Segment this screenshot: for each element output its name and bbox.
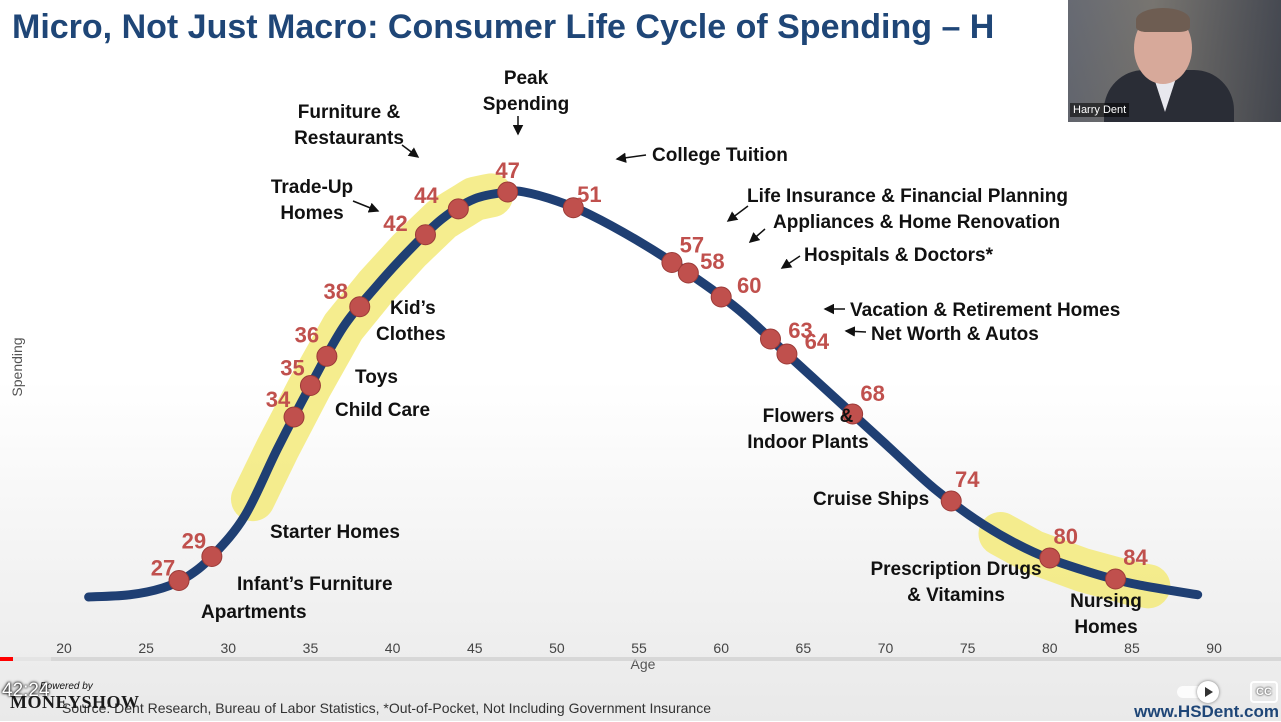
label-child-care: Child Care xyxy=(335,400,430,421)
point-age-27 xyxy=(168,570,190,591)
point-age-58 xyxy=(677,262,699,284)
age-label-38: 38 xyxy=(323,279,347,304)
x-tick-50: 50 xyxy=(549,640,565,656)
age-label-64: 64 xyxy=(805,329,830,354)
autoplay-toggle[interactable] xyxy=(1177,681,1221,703)
age-label-51: 51 xyxy=(577,182,601,207)
y-axis-label: Spending xyxy=(9,337,25,396)
label-cruise-ships: Cruise Ships xyxy=(813,489,929,510)
age-label-58: 58 xyxy=(700,249,724,274)
video-progress-fill xyxy=(0,657,13,661)
play-icon xyxy=(1197,681,1219,703)
age-label-68: 68 xyxy=(860,381,884,406)
captions-button[interactable]: CC xyxy=(1250,681,1278,703)
label-flowers: Flowers & Indoor Plants xyxy=(747,406,868,453)
point-age-63 xyxy=(759,328,781,350)
website-url: www.HSDent.com xyxy=(1134,702,1279,721)
age-label-27: 27 xyxy=(151,556,175,581)
age-label-80: 80 xyxy=(1054,524,1078,549)
label-net-worth: Net Worth & Autos xyxy=(871,324,1039,345)
label-appliances: Appliances & Home Renovation xyxy=(773,212,1060,233)
age-label-63: 63 xyxy=(788,318,812,343)
age-label-57: 57 xyxy=(680,233,704,258)
label-prescription-drugs: Prescription Drugs & Vitamins xyxy=(870,559,1041,606)
label-kids-clothes: Kid’s Clothes xyxy=(376,298,446,345)
point-age-64 xyxy=(776,343,798,365)
arrow-trade-up xyxy=(352,200,380,213)
age-label-74: 74 xyxy=(955,467,980,492)
source-note: Source: Dent Research, Bureau of Labor S… xyxy=(62,700,711,716)
x-tick-40: 40 xyxy=(385,640,401,656)
video-buffer-bar xyxy=(0,657,52,661)
arrow-life-insurance xyxy=(726,205,749,222)
point-age-38 xyxy=(349,296,371,318)
point-age-60 xyxy=(710,286,732,308)
label-infants-furniture: Infant’s Furniture xyxy=(237,574,393,595)
point-age-36 xyxy=(316,345,338,367)
label-hospitals: Hospitals & Doctors* xyxy=(804,245,994,266)
x-tick-20: 20 xyxy=(56,640,72,656)
x-tick-70: 70 xyxy=(878,640,894,656)
label-apartments: Apartments xyxy=(201,602,307,623)
label-peak-spending: Peak Spending xyxy=(483,68,570,115)
label-trade-up-homes: Trade-Up Homes xyxy=(271,177,353,224)
slide-title: Micro, Not Just Macro: Consumer Life Cyc… xyxy=(12,8,995,46)
point-age-80 xyxy=(1039,547,1061,569)
arrow-furniture xyxy=(401,144,420,158)
point-age-35 xyxy=(299,375,321,396)
point-age-74 xyxy=(940,490,962,512)
age-label-44: 44 xyxy=(414,183,439,208)
label-vacation: Vacation & Retirement Homes xyxy=(850,300,1120,321)
x-tick-55: 55 xyxy=(631,640,647,656)
point-age-84 xyxy=(1105,568,1127,590)
arrow-net-worth xyxy=(844,326,867,337)
video-timestamp: 42:24 xyxy=(2,680,50,701)
x-tick-75: 75 xyxy=(960,640,976,656)
label-life-insurance: Life Insurance & Financial Planning xyxy=(747,186,1068,207)
x-tick-85: 85 xyxy=(1124,640,1140,656)
x-tick-80: 80 xyxy=(1042,640,1058,656)
point-age-29 xyxy=(201,546,223,567)
powered-by-text: Powered by xyxy=(40,681,93,692)
label-nursing-homes: Nursing Homes xyxy=(1070,591,1142,638)
point-age-68 xyxy=(842,403,864,425)
x-tick-35: 35 xyxy=(303,640,319,656)
age-label-29: 29 xyxy=(182,529,206,554)
age-label-36: 36 xyxy=(295,322,319,347)
moneyshow-logo: MONEYSHOW xyxy=(10,692,140,712)
arrow-college xyxy=(615,152,647,163)
label-college-tuition: College Tuition xyxy=(652,145,788,166)
speaker-webcam: Harry Dent xyxy=(1068,0,1281,122)
arrow-hospitals xyxy=(780,255,801,269)
point-age-57 xyxy=(661,252,683,273)
video-progress-bar[interactable] xyxy=(0,657,1281,661)
point-age-42 xyxy=(414,224,436,246)
x-tick-65: 65 xyxy=(796,640,812,656)
x-tick-45: 45 xyxy=(467,640,483,656)
point-age-51 xyxy=(562,197,584,219)
age-label-84: 84 xyxy=(1123,545,1148,570)
arrow-appliances xyxy=(748,228,766,243)
label-furniture-restaurants: Furniture & Restaurants xyxy=(294,102,404,149)
age-label-34: 34 xyxy=(266,387,291,412)
x-tick-30: 30 xyxy=(221,640,237,656)
label-toys: Toys xyxy=(355,367,398,388)
point-age-44 xyxy=(447,198,469,220)
age-label-47: 47 xyxy=(495,158,519,183)
age-label-60: 60 xyxy=(737,273,761,298)
age-label-35: 35 xyxy=(280,356,304,381)
point-age-34 xyxy=(283,406,305,428)
age-label-42: 42 xyxy=(383,211,407,236)
speaker-name: Harry Dent xyxy=(1070,103,1130,117)
label-starter-homes: Starter Homes xyxy=(270,522,400,543)
highlight-band-1 xyxy=(230,173,514,522)
point-age-47 xyxy=(497,181,519,203)
x-tick-60: 60 xyxy=(713,640,729,656)
x-tick-90: 90 xyxy=(1206,640,1222,656)
x-tick-25: 25 xyxy=(138,640,154,656)
